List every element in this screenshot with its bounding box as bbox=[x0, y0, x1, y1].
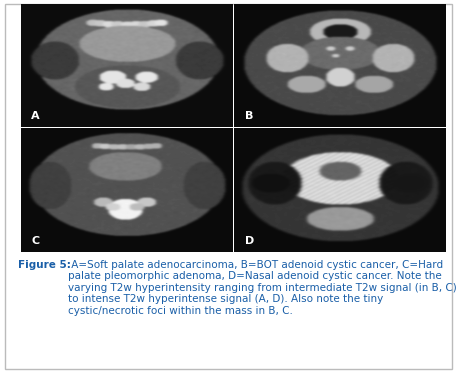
Text: B: B bbox=[244, 111, 253, 121]
Text: Figure 5:: Figure 5: bbox=[18, 260, 71, 270]
Text: C: C bbox=[31, 236, 39, 245]
Text: D: D bbox=[244, 236, 254, 245]
Text: A: A bbox=[31, 111, 40, 121]
FancyBboxPatch shape bbox=[5, 4, 452, 369]
Text: A=Soft palate adenocarcinoma, B=BOT adenoid cystic cancer, C=Hard palate pleomor: A=Soft palate adenocarcinoma, B=BOT aden… bbox=[68, 260, 457, 316]
